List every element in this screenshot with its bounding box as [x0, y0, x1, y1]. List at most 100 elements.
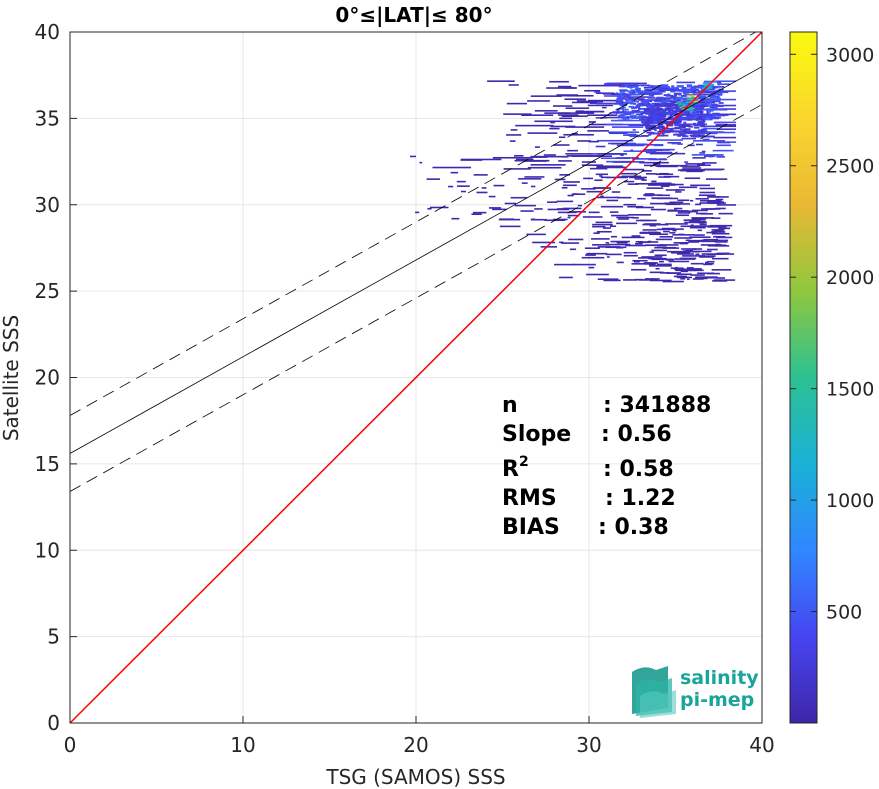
scatter-streak	[566, 94, 594, 97]
scatter-streak	[716, 252, 730, 255]
x-tick-label: 20	[403, 733, 428, 757]
density-cell	[681, 103, 686, 106]
scatter-streak	[674, 207, 683, 210]
scatter-streak	[699, 256, 714, 258]
density-cell	[707, 116, 715, 118]
density-cell	[669, 128, 672, 131]
scatter-streak	[531, 156, 548, 158]
scatter-streak	[561, 242, 580, 244]
scatter-streak	[558, 136, 566, 139]
scatter-streak	[690, 262, 704, 265]
scatter-streak	[527, 166, 562, 169]
density-cell	[644, 99, 651, 102]
scatter-streak	[526, 233, 546, 236]
scatter-streak	[715, 243, 721, 246]
density-cell	[690, 125, 694, 128]
density-cell	[711, 113, 718, 116]
density-cell	[684, 128, 691, 131]
density-cell	[706, 108, 712, 111]
density-cell	[676, 119, 682, 121]
scatter-streak	[611, 142, 628, 145]
density-cell	[681, 88, 688, 91]
scatter-streak	[692, 248, 697, 250]
density-cell	[691, 90, 697, 93]
density-cell	[643, 108, 650, 111]
scatter-streak	[656, 263, 672, 266]
density-cell	[692, 93, 696, 96]
scatter-streak	[683, 268, 700, 271]
density-cell	[682, 98, 690, 101]
scatter-streak	[712, 149, 734, 152]
scatter-streak	[671, 203, 691, 205]
density-cell	[687, 108, 694, 111]
scatter-streak	[620, 154, 624, 157]
scatter-streak	[649, 233, 669, 236]
scatter-streak	[596, 166, 627, 169]
density-cell	[634, 96, 638, 98]
scatter-streak	[506, 134, 522, 136]
scatter-streak	[561, 115, 588, 117]
density-cell	[688, 125, 693, 128]
scatter-streak	[605, 253, 622, 256]
density-cell	[623, 84, 630, 86]
scatter-streak	[432, 166, 472, 169]
density-cell	[703, 99, 709, 102]
scatter-streak	[678, 233, 685, 236]
scatter-streak	[565, 107, 590, 110]
scatter-streak	[623, 203, 636, 206]
scatter-streak	[557, 114, 579, 116]
scatter-streak	[476, 191, 488, 194]
density-cell	[661, 87, 669, 90]
scatter-streak	[680, 277, 686, 280]
scatter-streak	[648, 158, 668, 161]
density-cell	[640, 100, 649, 103]
density-cell	[629, 111, 635, 114]
scatter-streak	[516, 158, 534, 161]
scatter-streak	[694, 234, 705, 236]
scatter-streak	[493, 184, 505, 187]
scatter-streak	[629, 135, 642, 138]
scatter-streak	[667, 141, 681, 144]
density-cell	[677, 101, 682, 104]
scatter-streak	[597, 153, 628, 155]
scatter-streak	[595, 117, 608, 119]
density-cell	[664, 129, 671, 132]
density-cell	[717, 85, 721, 88]
density-cell	[696, 111, 702, 113]
scatter-streak	[715, 80, 737, 83]
y-tick-label: 30	[35, 193, 60, 217]
scatter-streak	[503, 113, 532, 115]
density-cell	[641, 90, 647, 93]
scatter-streak	[627, 183, 639, 185]
scatter-streak	[472, 211, 487, 214]
density-cell	[688, 115, 695, 118]
density-cell	[660, 85, 667, 88]
scatter-streak	[510, 129, 518, 131]
scatter-streak	[714, 121, 737, 124]
scatter-streak	[532, 241, 556, 244]
scatter-streak	[671, 252, 691, 254]
scatter-streak	[521, 114, 554, 116]
density-cell	[655, 98, 658, 101]
density-cell	[698, 121, 701, 124]
scatter-streak	[492, 156, 533, 159]
density-cell	[688, 107, 696, 110]
scatter-streak	[609, 132, 628, 135]
scatter-streak	[679, 116, 687, 119]
scatter-streak	[410, 155, 416, 158]
scatter-streak	[593, 187, 612, 189]
scatter-streak	[699, 191, 716, 194]
density-cell	[678, 97, 683, 100]
scatter-streak	[683, 250, 693, 252]
density-cell	[681, 105, 686, 108]
scatter-streak	[701, 240, 716, 243]
density-cell	[654, 107, 663, 110]
scatter-streak	[586, 190, 602, 193]
scatter-streak	[611, 214, 629, 217]
density-cell	[647, 96, 656, 99]
scatter-streak	[623, 150, 657, 152]
y-axis-label: Satellite SSS	[0, 315, 23, 441]
density-cell	[689, 88, 697, 90]
scatter-streak	[510, 196, 528, 199]
density-cell	[717, 105, 724, 108]
